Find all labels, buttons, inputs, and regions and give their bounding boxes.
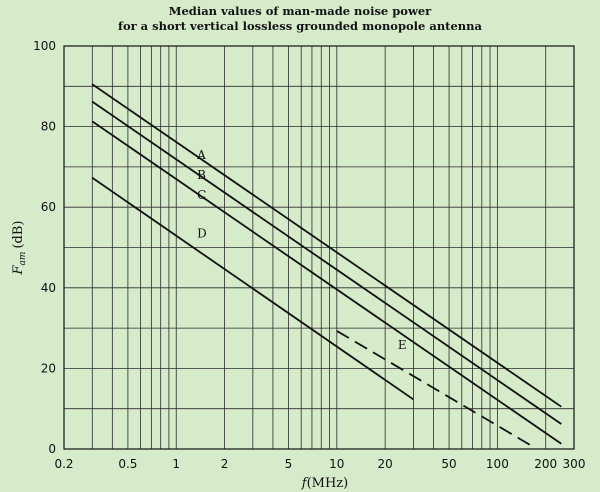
curve-label-c: C <box>197 188 206 202</box>
chart-title-line-1: Median values of man-made noise power <box>168 4 432 18</box>
x-tick-label: 200 <box>534 457 557 471</box>
x-tick-label: 20 <box>378 457 393 471</box>
series-line-c <box>91 120 562 445</box>
x-tick-label: 0.2 <box>54 457 73 471</box>
grid <box>64 46 574 449</box>
x-axis-symbol: f <box>301 476 309 491</box>
y-axis-symbol: F <box>11 264 26 275</box>
y-tick-label: 60 <box>41 200 56 214</box>
chart-title-line-2: for a short vertical lossless grounded m… <box>118 19 482 33</box>
series-line-b <box>91 100 562 425</box>
x-tick-label: 1 <box>172 457 180 471</box>
series-line-a <box>91 83 562 408</box>
curve-label-a: A <box>196 148 206 162</box>
x-tick-label: 5 <box>285 457 293 471</box>
curve-labels: ABC D E <box>196 148 406 352</box>
plot-frame <box>63 45 575 450</box>
series-line-e <box>336 330 531 446</box>
y-tick-label: 40 <box>41 281 56 295</box>
x-tick-label: 10 <box>329 457 344 471</box>
x-tick-label: 50 <box>441 457 456 471</box>
x-tick-label: 300 <box>563 457 586 471</box>
x-tick-label: 2 <box>221 457 229 471</box>
series-lines <box>91 83 562 446</box>
y-tick-label: 80 <box>41 120 56 134</box>
y-tick-label: 0 <box>48 442 56 456</box>
series-line-d <box>91 177 414 401</box>
y-axis-unit: (dB) <box>11 221 26 249</box>
x-axis-unit: (MHz) <box>307 476 349 491</box>
y-tick-label: 100 <box>33 39 56 53</box>
curve-label-b: B <box>197 168 206 182</box>
x-axis-title: f(MHz) <box>301 476 348 491</box>
y-axis-subscript: am <box>18 252 28 266</box>
y-tick-label: 20 <box>41 361 56 375</box>
x-tick-label: 100 <box>486 457 509 471</box>
curve-label-e: E <box>398 338 407 352</box>
y-axis-title: Fam (dB) <box>11 221 28 276</box>
x-tick-label: 0.5 <box>118 457 137 471</box>
curve-label-d: D <box>197 226 207 240</box>
tick-labels: 0.2 0.5 1 2 5 10 20 50 100 200 300 0 20 40 60 80 100 <box>33 39 585 471</box>
